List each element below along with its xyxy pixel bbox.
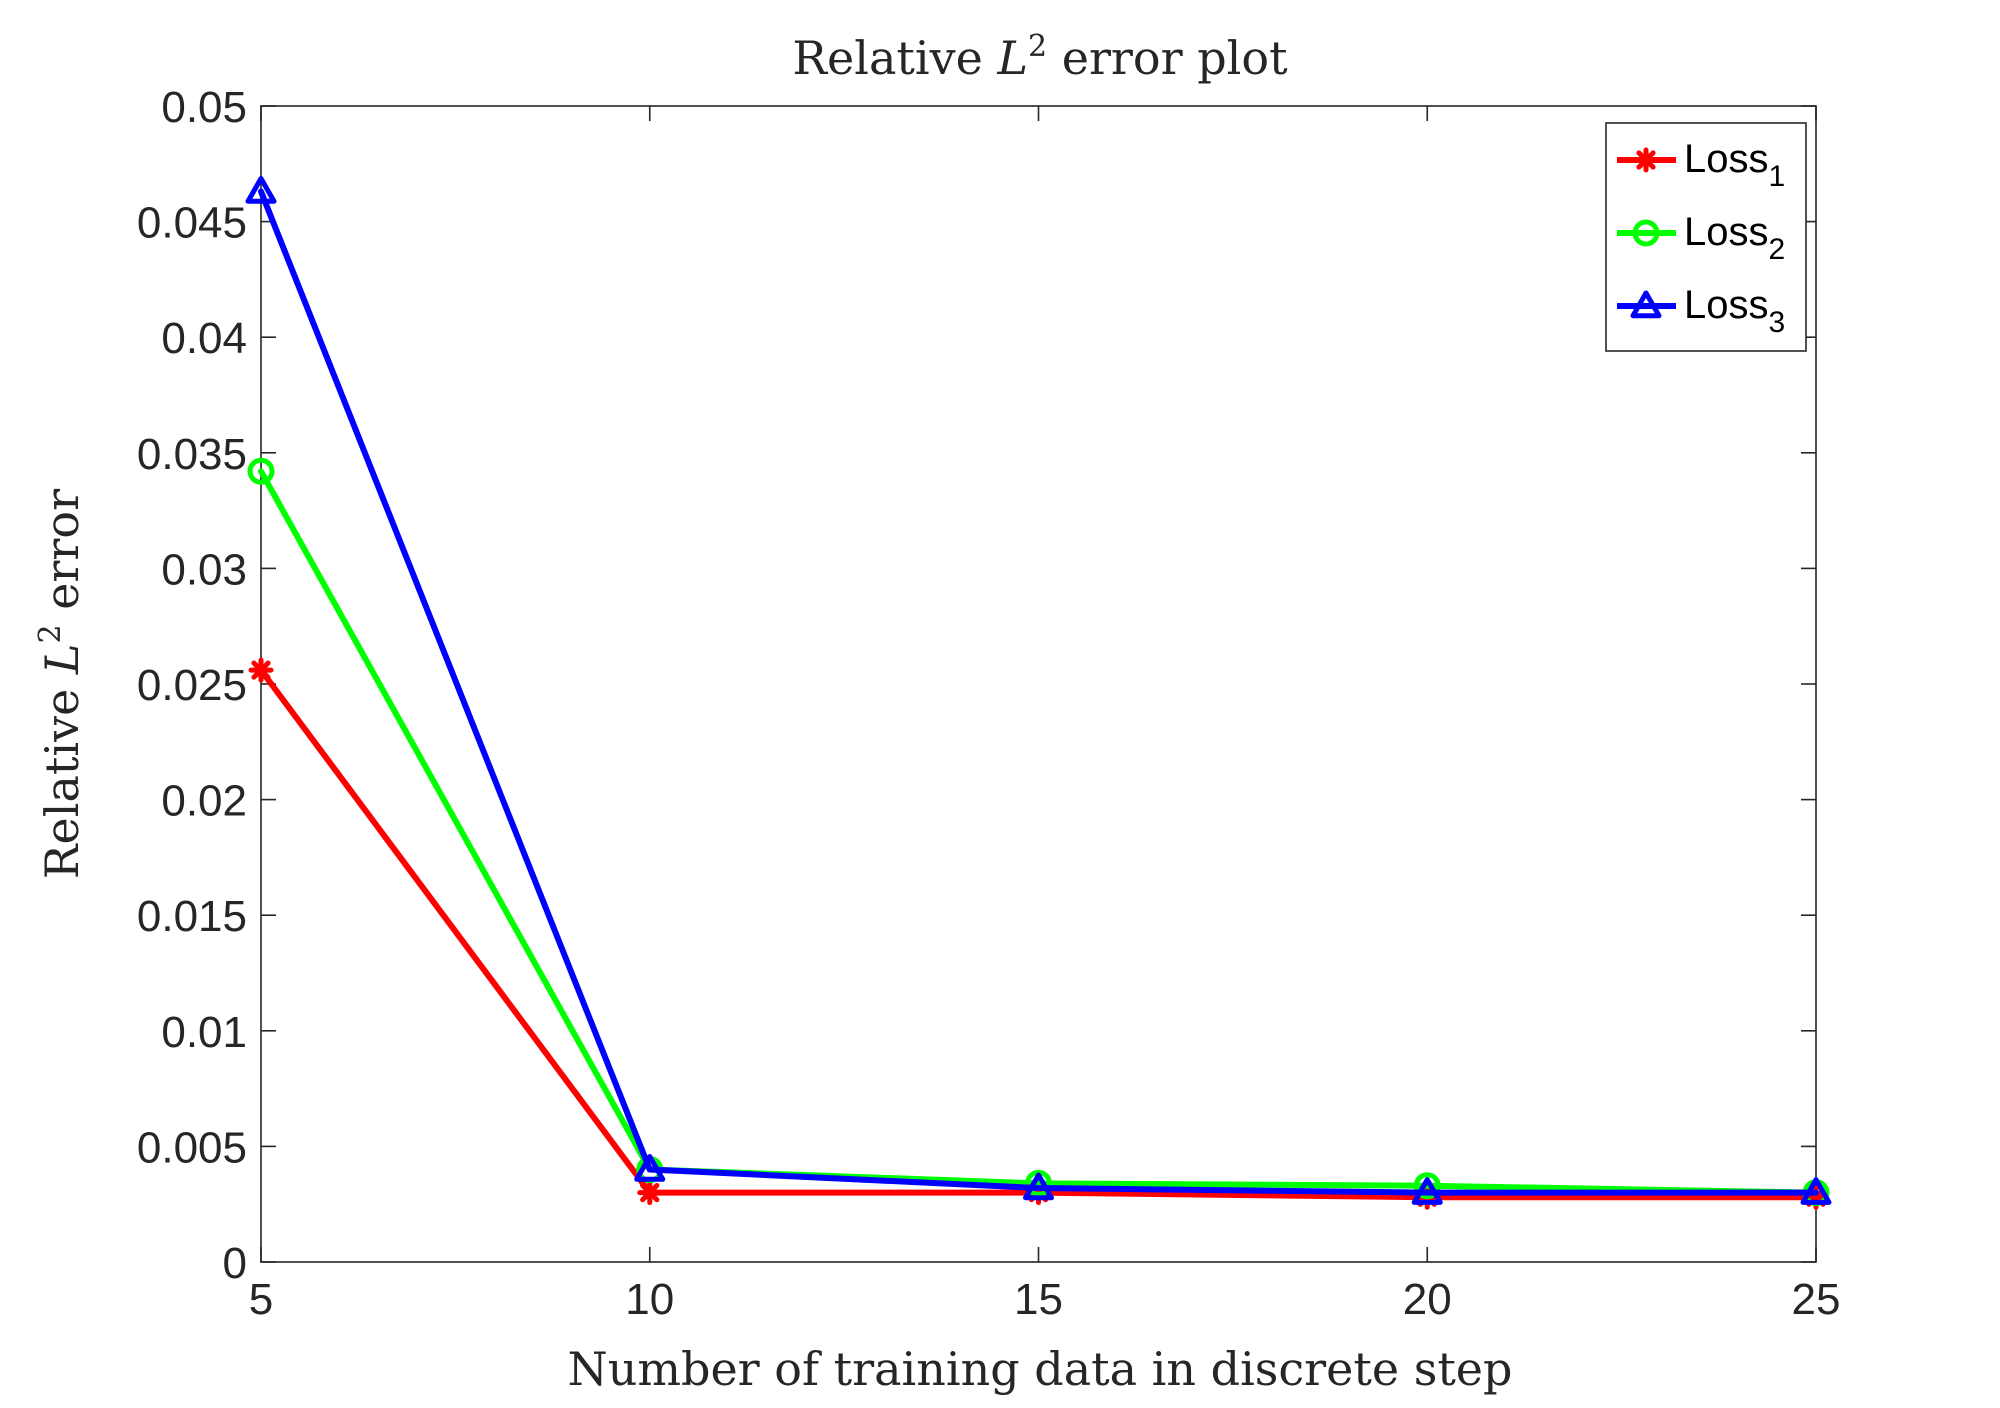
legend-entry-loss-1: Loss1 (1617, 137, 1785, 193)
legend-marker (1630, 290, 1662, 319)
y-tick-label: 0 (223, 1239, 247, 1288)
x-tick-label: 10 (625, 1275, 674, 1324)
data-point-loss-3 (1411, 1177, 1443, 1205)
y-tick-label: 0.02 (161, 777, 247, 826)
series-line-loss-2 (258, 468, 1819, 1196)
y-tick-labels: 0 0.005 0.01 0.015 0.02 0.025 0.03 0.035 0.04 0.0… (137, 83, 247, 1288)
x-tick-label: 25 (1792, 1275, 1841, 1324)
x-axis-label: Number of training data in discrete step (568, 1342, 1513, 1396)
data-point-loss-3 (1023, 1172, 1054, 1201)
plot-area (260, 105, 1817, 1263)
legend-label-subscript: 3 (1769, 306, 1786, 339)
y-axis-label-suffix: error (35, 489, 89, 625)
legend-marker (1632, 219, 1660, 247)
y-axis-label-prefix: Relative (35, 674, 89, 879)
y-tick-label: 0.01 (161, 1008, 247, 1057)
legend-label-subscript: 2 (1769, 233, 1786, 266)
y-tick-label: 0.035 (137, 430, 247, 479)
y-axis-label-var: L (35, 644, 89, 676)
chart-title-suffix: error plot (1047, 31, 1288, 85)
y-tick-label: 0.03 (161, 545, 247, 594)
x-tick-label: 20 (1403, 1275, 1452, 1324)
data-point-loss-2 (1413, 1172, 1441, 1200)
data-point-loss-2 (247, 457, 275, 485)
data-point-loss-3 (1800, 1177, 1832, 1205)
y-tick-label: 0.025 (137, 661, 247, 710)
chart-title-var: L (996, 31, 1028, 85)
series-loss-3 (245, 176, 1832, 1205)
series-layer (245, 176, 1832, 1210)
y-tick-label: 0.04 (161, 314, 247, 363)
series-line-loss-3 (258, 188, 1819, 1196)
y-tick-label: 0.05 (161, 83, 247, 132)
y-tick-label: 0.045 (137, 199, 247, 248)
legend-label: Loss1 (1684, 137, 1785, 193)
legend-label: Loss2 (1684, 210, 1785, 266)
x-tick-label: 5 (249, 1275, 273, 1324)
data-point-loss-1 (637, 1180, 663, 1206)
legend-label-subscript: 1 (1769, 160, 1786, 193)
legend-entry-loss-3: Loss3 (1617, 283, 1785, 339)
data-point-loss-2 (1025, 1169, 1052, 1197)
chart-title-sup: 2 (1028, 29, 1047, 64)
y-axis-label: Relative L2 error (33, 489, 89, 879)
axis-ticks (260, 105, 1817, 1263)
data-point-loss-3 (634, 1154, 666, 1182)
chart-title: Relative L2 error plot (792, 29, 1288, 85)
legend-label-name: Loss (1684, 210, 1769, 254)
x-tick-label: 15 (1014, 1275, 1063, 1324)
y-axis-label-sup: 2 (33, 624, 68, 643)
y-tick-label: 0.015 (137, 892, 247, 941)
legend-label-name: Loss (1684, 137, 1769, 181)
data-point-loss-3 (245, 176, 277, 204)
legend-label: Loss3 (1684, 283, 1785, 339)
legend-label-name: Loss (1684, 283, 1769, 327)
y-tick-label: 0.005 (137, 1123, 247, 1172)
x-tick-labels: 5 10 15 20 25 (249, 1275, 1841, 1324)
chart-title-prefix: Relative (792, 31, 997, 85)
data-point-loss-1 (248, 657, 274, 683)
legend-entry-loss-2: Loss2 (1617, 210, 1785, 266)
legend-marker (1633, 147, 1659, 173)
